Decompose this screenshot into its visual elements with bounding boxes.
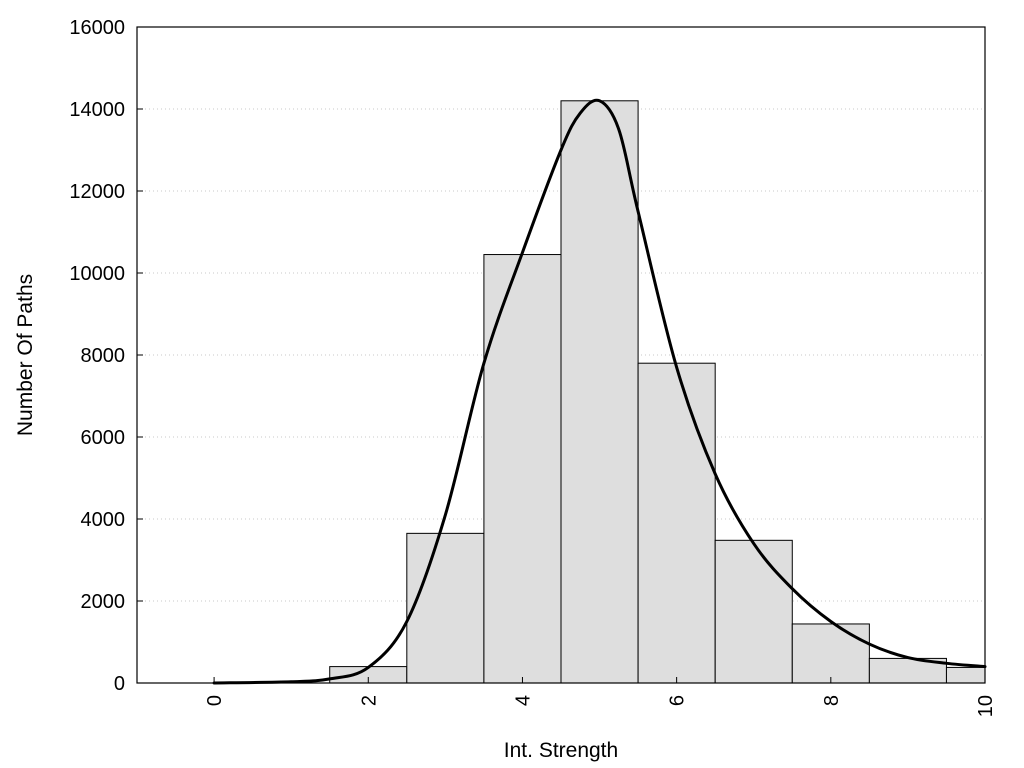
x-axis-title: Int. Strength bbox=[504, 739, 618, 762]
y-tick-label-8: 16000 bbox=[69, 17, 125, 39]
x-tick-label-1: 2 bbox=[358, 695, 380, 706]
y-axis-title: Number Of Paths bbox=[14, 274, 37, 436]
bar-8 bbox=[791, 623, 870, 684]
y-tick-label-2: 4000 bbox=[81, 509, 126, 531]
x-tick-label-3: 6 bbox=[667, 695, 689, 706]
y-tick-label-0: 0 bbox=[114, 673, 125, 695]
y-tick-label-6: 12000 bbox=[69, 181, 125, 203]
x-tick-label-5: 10 bbox=[975, 695, 997, 717]
y-tick-label-5: 10000 bbox=[69, 263, 125, 285]
axis-ticks bbox=[137, 26, 986, 684]
bar-6 bbox=[637, 362, 716, 684]
x-tick-label-2: 4 bbox=[512, 695, 534, 706]
bar-4 bbox=[483, 254, 562, 684]
bar-5 bbox=[560, 100, 639, 684]
x-tick-label-4: 8 bbox=[821, 695, 843, 706]
bar-7 bbox=[714, 539, 793, 684]
bar-3 bbox=[406, 532, 485, 684]
y-tick-label-1: 2000 bbox=[81, 591, 126, 613]
y-tick-label-7: 14000 bbox=[69, 99, 125, 121]
histogram-bars bbox=[329, 100, 986, 684]
x-axis-tick-labels: 0 2 4 6 8 10 bbox=[204, 695, 997, 717]
x-tick-label-0: 0 bbox=[204, 695, 226, 706]
y-axis-tick-labels: 0 2000 4000 6000 8000 10000 12000 14000 16000 bbox=[69, 17, 125, 695]
y-tick-label-4: 8000 bbox=[81, 345, 126, 367]
y-tick-label-3: 6000 bbox=[81, 427, 126, 449]
density-curve-layer bbox=[212, 98, 987, 685]
density-curve bbox=[212, 98, 987, 685]
bar-10 bbox=[945, 666, 986, 684]
